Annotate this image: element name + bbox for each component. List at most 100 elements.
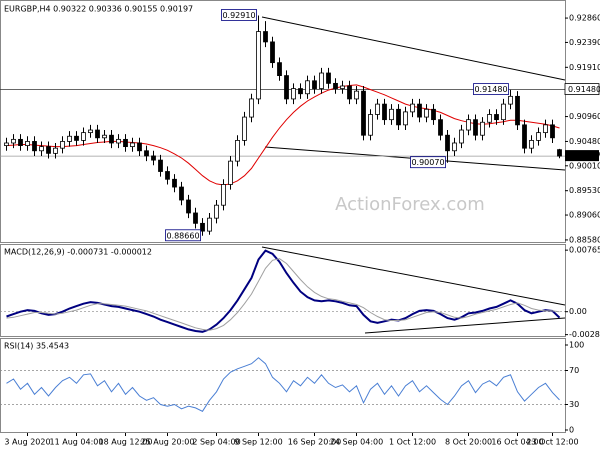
y-tick-label: 0.90960 [569,112,600,121]
price-label-box [473,83,509,96]
candle-body [550,124,555,139]
candle-body [123,138,128,148]
candle-body [424,108,429,118]
x-tick-label: 16 Sep 20:00 [288,438,341,447]
candle-body [179,186,184,201]
candle-body [263,31,268,43]
candle-body [151,155,156,161]
price-label: 0.90070 [411,158,444,167]
candle-body [158,159,163,172]
candle-body [235,140,240,162]
candle-body [32,141,37,152]
x-tick-label: 24 Sep 04:00 [330,438,383,447]
candle-body [137,142,142,152]
candle-body [4,142,9,146]
line [6,258,560,331]
candle-body [109,134,114,144]
candle-body [410,103,415,113]
candle-body [39,146,44,152]
candle-body [452,142,457,152]
candle-body [18,138,23,146]
candle-body [466,119,471,131]
candle-body [368,114,373,136]
candle-body [347,85,352,100]
x-tick-label: 25 Aug 20:00 [141,438,195,447]
last-price-label: 0.90197 [568,152,600,161]
candle-body [473,119,478,136]
y-tick-label: 0.007659 [569,246,600,255]
candle-body [459,129,464,144]
last-price-box [565,150,599,162]
x-tick-label: 8 Oct 20:00 [445,438,492,447]
candle-body [116,138,121,144]
candle-body [557,149,562,157]
candle-body [305,80,310,95]
level-label: 0.91480 [568,85,600,94]
candle-body [172,178,177,188]
candle-body [25,141,30,146]
candle-body [186,199,191,214]
candle-body [389,108,394,121]
candle-body [221,184,226,206]
candle-body [431,108,436,121]
candle-body [382,103,387,121]
candle-body [249,98,254,118]
line [6,249,561,333]
rsi-panel [0,338,566,433]
y-tick-label: 0.92390 [569,38,600,47]
candle-body [95,129,100,139]
y-tick-label: 0.89060 [569,211,600,220]
candle-body [445,134,450,152]
y-tick-label: 0.90010 [569,161,600,170]
y-tick-label: 0.90480 [569,137,600,146]
candle-body [417,103,422,118]
y-tick-label: 0 [569,426,574,435]
candle-body [200,222,205,232]
candle-body [284,75,289,100]
candle-body [396,108,401,126]
candle-body [501,103,506,121]
candle-body [228,160,233,185]
candle-body [480,121,485,136]
y-tick-label: 0.92860 [569,14,600,23]
candle-body [81,132,86,141]
x-tick-label: 11 Aug 04:00 [50,438,104,447]
candle-body [88,129,93,134]
candle-body [298,88,303,95]
candle-body [291,88,296,100]
candle-body [326,72,331,84]
price-label: 0.91480 [474,85,507,94]
y-tick-label: -0.002855 [569,330,600,339]
candle-body [522,124,527,149]
candle-body [529,140,534,149]
candle-body [543,124,548,134]
candle-body [508,95,513,105]
watermark: ActionForex.com [335,194,485,215]
trendline [364,317,566,334]
candle-body [494,114,499,121]
trendline [261,246,566,306]
candle-body [487,114,492,123]
candle-body [438,119,443,136]
candle-body [242,116,247,141]
y-tick-label: 30 [569,400,579,409]
candle-body [319,72,324,89]
x-tick-label: 2 Sep 04:00 [192,438,240,447]
candle-body [403,111,408,126]
x-tick-label: 18 Aug 12:00 [99,438,153,447]
y-tick-label: 0.91910 [569,63,600,72]
x-tick-label: 1 Oct 12:00 [389,438,436,447]
x-tick-label: 3 Aug 2020 [4,438,50,447]
price-label-box [221,9,257,21]
candle-body [277,62,282,77]
candle-body [515,95,520,126]
price-label-box [165,229,201,242]
candle-body [361,90,366,136]
price-label-box [410,156,446,169]
line [6,357,560,412]
candle-body [340,85,345,89]
candle-body [214,204,219,219]
x-tick-label: 9 Sep 12:00 [234,438,282,447]
x-tick-label: 23 Oct 12:00 [526,438,578,447]
